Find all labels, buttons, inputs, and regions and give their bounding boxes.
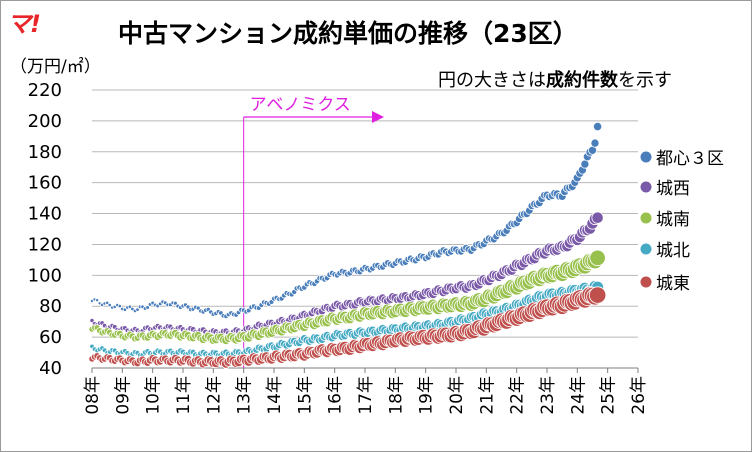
legend-label-1: 城西: [656, 179, 690, 199]
x-tick-label-2: 10年: [144, 376, 164, 415]
x-tick-label-6: 14年: [265, 376, 285, 415]
legend-marker-3: [640, 243, 652, 255]
series-0: [90, 122, 603, 320]
x-tick-label-11: 19年: [417, 376, 437, 415]
point-0-199: [590, 138, 600, 148]
x-tick-label-8: 16年: [326, 376, 346, 415]
point-0-6: [105, 300, 110, 305]
legend-marker-0: [640, 151, 652, 163]
y-tick-label-40: 40: [39, 358, 62, 379]
x-tick-label-17: 25年: [599, 376, 619, 415]
y-tick-label-180: 180: [28, 142, 62, 163]
y-tick-label-160: 160: [28, 173, 62, 194]
point-0-22: [145, 305, 150, 310]
y-tick-label-80: 80: [39, 296, 62, 317]
x-tick-label-18: 26年: [629, 376, 649, 415]
point-0-18: [135, 307, 140, 312]
y-tick-label-120: 120: [28, 234, 62, 255]
x-tick-label-13: 21年: [477, 376, 497, 415]
series-2: [88, 249, 606, 346]
legend-label-3: 城北: [656, 241, 690, 261]
y-tick-label-60: 60: [39, 327, 62, 348]
bubble-note-suffix: を示す: [618, 70, 672, 91]
site-logo: マ!: [7, 10, 41, 38]
y-tick-label-100: 100: [28, 265, 62, 286]
legend-marker-1: [640, 181, 652, 193]
point-2-200: [589, 249, 606, 267]
x-tick-label-15: 23年: [538, 376, 558, 415]
point-0-200: [592, 122, 603, 132]
legend-marker-2: [640, 212, 652, 224]
series-4: [88, 286, 607, 369]
x-tick-label-5: 13年: [235, 376, 255, 415]
x-tick-label-10: 18年: [386, 376, 406, 415]
bubble-size-note: 円の大きさは成約件数を示す: [438, 66, 672, 92]
x-tick-label-3: 11年: [174, 376, 194, 415]
legend-marker-4: [640, 276, 652, 288]
point-0-33: [172, 300, 178, 306]
point-0-2: [95, 298, 100, 303]
x-tick-label-1: 09年: [113, 376, 133, 415]
x-tick-label-7: 15年: [295, 376, 315, 415]
x-tick-label-9: 17年: [356, 376, 376, 415]
point-0-11: [117, 303, 122, 309]
y-axis-unit-label: （万円/㎡）: [10, 57, 101, 77]
x-tick-label-12: 20年: [447, 376, 467, 415]
x-tick-label-16: 24年: [568, 376, 588, 415]
series-1: [89, 211, 604, 338]
point-1-200: [591, 211, 604, 224]
y-tick-label-200: 200: [28, 111, 62, 132]
y-tick-label-140: 140: [28, 204, 62, 225]
y-tick-label-220: 220: [28, 80, 62, 101]
bubble-note-bold: 成約件数: [546, 70, 618, 91]
legend-label-2: 城南: [656, 210, 690, 230]
point-0-7: [107, 302, 112, 308]
chart-title: 中古マンション成約単価の推移（23区）: [118, 19, 578, 48]
legend-label-0: 都心３区: [656, 149, 724, 169]
x-tick-label-14: 22年: [508, 376, 528, 415]
x-tick-label-0: 08年: [83, 376, 103, 415]
abenomics-arrow-head: [372, 111, 384, 123]
point-0-195: [580, 159, 590, 169]
bubble-note-prefix: 円の大きさは: [438, 70, 546, 91]
x-tick-label-4: 12年: [204, 376, 224, 415]
abenomics-label: アベノミクス: [250, 95, 351, 115]
point-4-200: [588, 286, 607, 304]
legend-label-4: 城東: [656, 274, 690, 294]
